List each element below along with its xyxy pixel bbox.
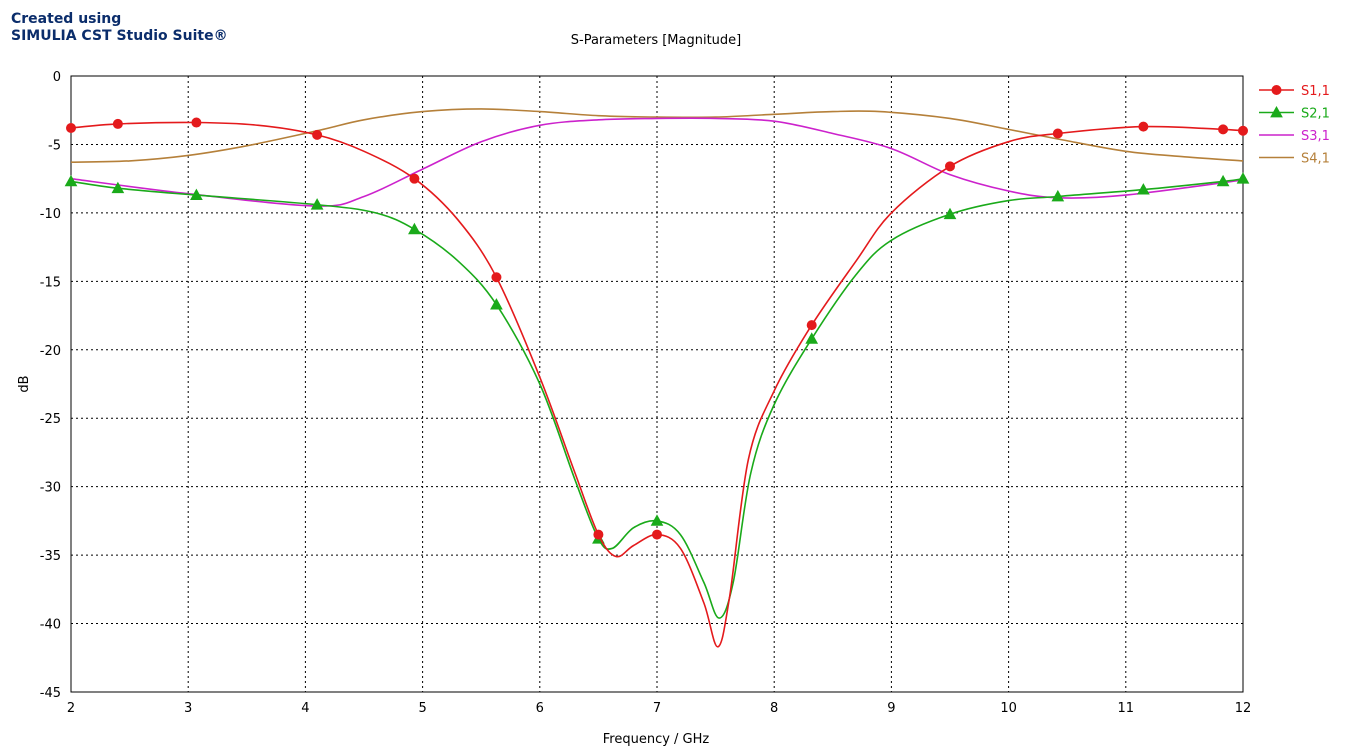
legend-item: S3,1 [1259,129,1330,144]
data-point-marker [1137,183,1150,195]
data-point-marker [1216,174,1230,187]
legend: S1,1 S2,1 S3,1 S4,1 [1259,84,1330,167]
y-tick-label: -35 [40,549,61,564]
y-tick-label: -45 [40,686,61,701]
data-point-marker [652,529,662,540]
legend-item: S4,1 [1259,152,1330,167]
x-tick-label: 8 [770,701,778,716]
legend-label: S3,1 [1301,129,1330,144]
data-point-marker [491,272,502,283]
data-point-marker [408,222,421,235]
legend-item: S1,1 [1259,84,1330,99]
chart-title: S-Parameters [Magnitude] [571,33,742,48]
cst-watermark: Created using SIMULIA CST Studio Suite® [11,11,228,45]
data-point-marker [650,514,664,526]
series-line [70,108,1244,163]
data-point-marker [1052,128,1063,139]
y-tick-label: -15 [40,275,61,290]
data-point-marker [806,320,817,331]
x-tick-label: 10 [1000,701,1017,716]
x-tick-label: 9 [887,701,895,716]
data-point-marker [112,118,123,129]
data-point-marker [191,117,202,128]
y-tick-label: -5 [48,138,61,153]
legend-label: S2,1 [1301,107,1330,122]
series-S4-1 [70,108,1244,163]
data-point-marker [1238,125,1248,136]
series-line [70,117,1244,207]
series-layer [64,108,1250,648]
plot-grid [71,76,1243,692]
legend-label: S4,1 [1301,152,1330,167]
data-point-marker [805,332,819,344]
data-point-marker [943,207,957,220]
y-tick-label: -20 [40,344,61,359]
x-tick-label: 4 [301,701,309,716]
data-point-marker [66,123,76,134]
series-line [70,177,1244,619]
y-tick-label: -40 [40,618,61,633]
data-point-marker [1236,172,1250,184]
data-point-marker [1218,124,1229,135]
x-tick-label: 12 [1235,701,1252,716]
plot-frame [70,75,1244,693]
data-point-marker [1051,189,1065,202]
data-point-marker [190,188,203,200]
x-tick-label: 7 [653,701,661,716]
x-axis-label: Frequency / GHz [603,732,710,747]
y-axis-ticks: 0 -5 -10 -15 -20 -25 -30 -35 -40 -45 [40,70,61,701]
y-tick-label: -30 [40,481,61,496]
data-point-marker [409,173,420,184]
legend-marker [1270,105,1283,118]
series-S2-1 [64,172,1250,619]
data-point-marker [312,129,323,140]
data-point-marker [490,298,503,310]
watermark-line-2: SIMULIA CST Studio Suite® [11,28,228,44]
x-tick-label: 6 [536,701,544,716]
watermark-line-1: Created using [11,11,122,27]
data-point-marker [945,161,955,172]
y-tick-label: -10 [40,207,61,222]
data-point-marker [111,181,125,194]
data-point-marker [64,174,78,187]
legend-label: S1,1 [1301,84,1330,99]
data-point-marker [310,198,324,210]
x-tick-label: 3 [184,701,192,716]
data-point-marker [1138,121,1149,132]
data-point-marker [593,529,604,540]
x-tick-label: 11 [1118,701,1135,716]
legend-item: S2,1 [1259,105,1330,122]
series-S3-1 [70,117,1244,207]
x-tick-label: 5 [418,701,426,716]
x-axis-ticks: 2 3 4 5 6 7 8 9 10 11 12 [67,701,1251,716]
y-tick-label: 0 [53,70,61,85]
y-axis-label: dB [17,375,32,392]
series-S1-1 [66,117,1248,648]
legend-marker [1271,85,1282,95]
x-tick-label: 2 [67,701,75,716]
y-tick-label: -25 [40,412,61,427]
